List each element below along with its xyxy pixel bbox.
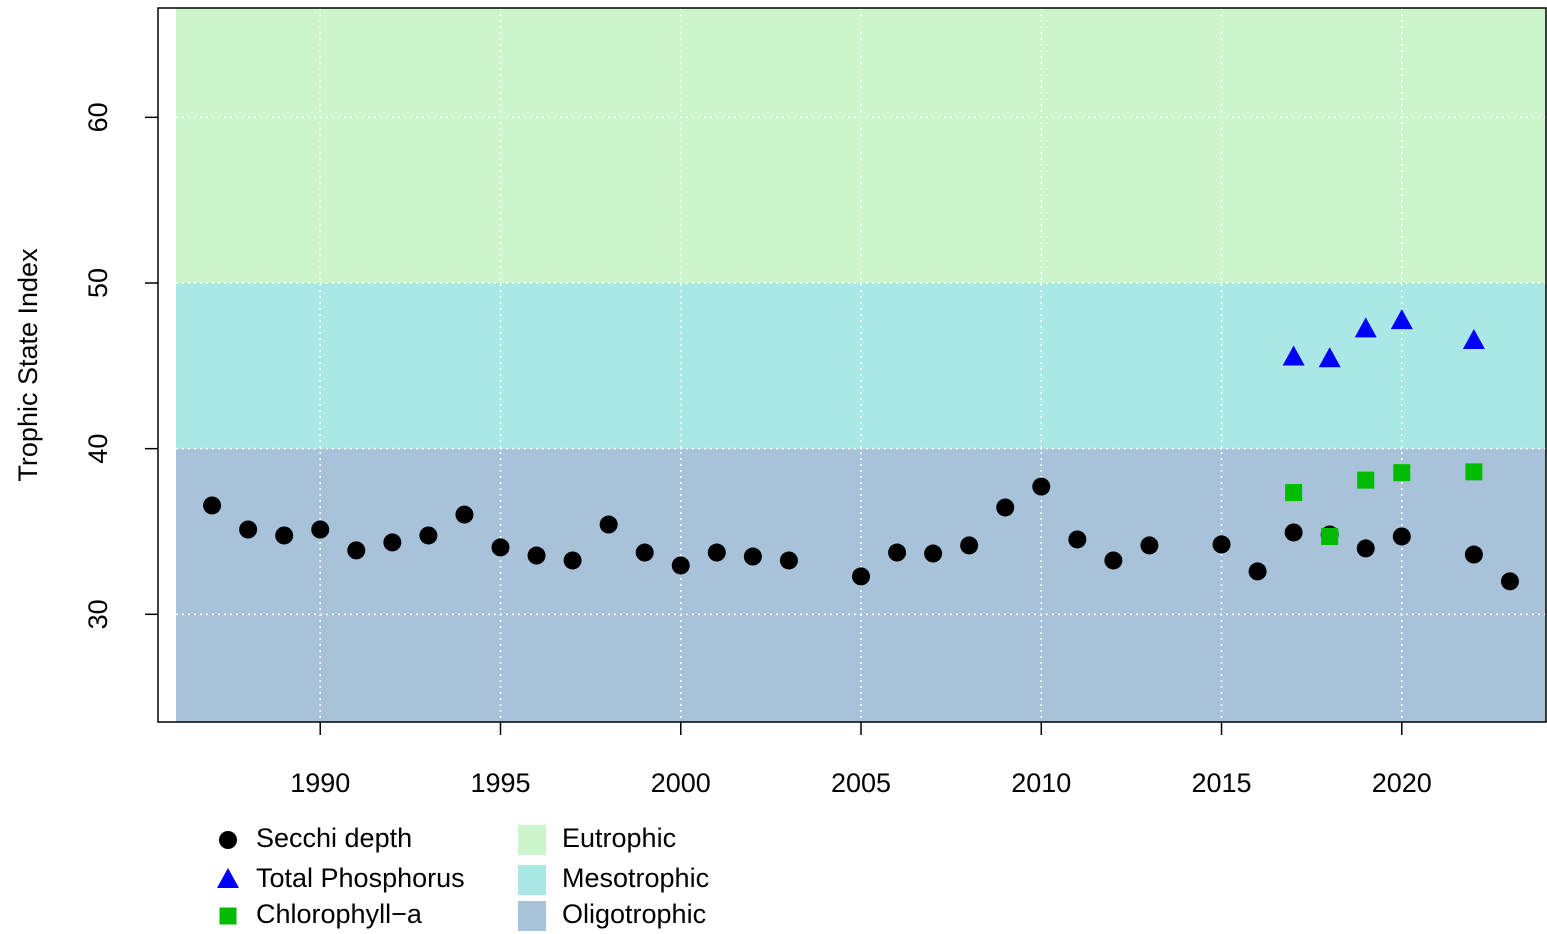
legend-label: Eutrophic (562, 823, 676, 853)
point (852, 567, 871, 586)
point (239, 520, 258, 539)
point (563, 551, 582, 570)
legend-marker (217, 868, 239, 888)
point (671, 556, 690, 575)
point (1356, 539, 1375, 558)
x-tick-label: 2015 (1191, 768, 1251, 798)
point (275, 526, 294, 545)
point (888, 543, 907, 562)
legend-label: Mesotrophic (562, 863, 709, 893)
point (1393, 464, 1411, 482)
point (1465, 463, 1483, 481)
point (347, 541, 366, 560)
x-tick-label: 2010 (1011, 768, 1071, 798)
legend-label: Secchi depth (256, 823, 412, 853)
point (311, 520, 330, 539)
legend-swatch (518, 865, 546, 895)
point (1140, 536, 1159, 555)
legend-label: Oligotrophic (562, 899, 706, 929)
y-tick-label: 60 (83, 102, 113, 132)
point (383, 533, 402, 552)
point (1357, 471, 1375, 489)
point (1248, 562, 1267, 581)
point (996, 498, 1015, 517)
point (527, 546, 546, 565)
point (1068, 530, 1087, 549)
x-tick-label: 1995 (470, 768, 530, 798)
y-tick-label: 50 (83, 268, 113, 298)
point (1104, 551, 1123, 570)
point (599, 515, 618, 534)
point (1318, 347, 1341, 368)
point (960, 536, 979, 555)
y-tick-label: 40 (83, 434, 113, 464)
point (1462, 328, 1485, 349)
point (1464, 545, 1483, 564)
point (203, 496, 222, 515)
point (924, 544, 943, 563)
point (1392, 527, 1411, 546)
point (743, 547, 762, 566)
band (176, 8, 1546, 283)
point (1354, 317, 1377, 338)
band (176, 282, 1546, 449)
point (491, 538, 510, 557)
point (779, 551, 798, 570)
x-tick-label: 2020 (1372, 768, 1432, 798)
point (707, 543, 726, 562)
x-tick-label: 2000 (651, 768, 711, 798)
legend-marker (219, 831, 237, 849)
point (1285, 484, 1303, 502)
point (1284, 523, 1303, 542)
legend-marker (219, 907, 237, 925)
point (1500, 572, 1519, 591)
legend-swatch (518, 901, 546, 931)
legend-swatch (518, 825, 546, 855)
point (1390, 309, 1413, 330)
point (635, 543, 654, 562)
x-tick-label: 1990 (290, 768, 350, 798)
point (419, 526, 438, 545)
legend-label: Total Phosphorus (256, 863, 465, 893)
point (1212, 535, 1231, 554)
point (1321, 527, 1339, 545)
y-tick-label: 30 (83, 599, 113, 629)
legend-label: Chlorophyll−a (256, 899, 423, 929)
point (455, 505, 474, 524)
point (1032, 477, 1051, 496)
y-axis-label: Trophic State Index (13, 248, 43, 482)
x-tick-label: 2005 (831, 768, 891, 798)
point (1282, 345, 1305, 366)
plot-frame (157, 7, 1547, 723)
